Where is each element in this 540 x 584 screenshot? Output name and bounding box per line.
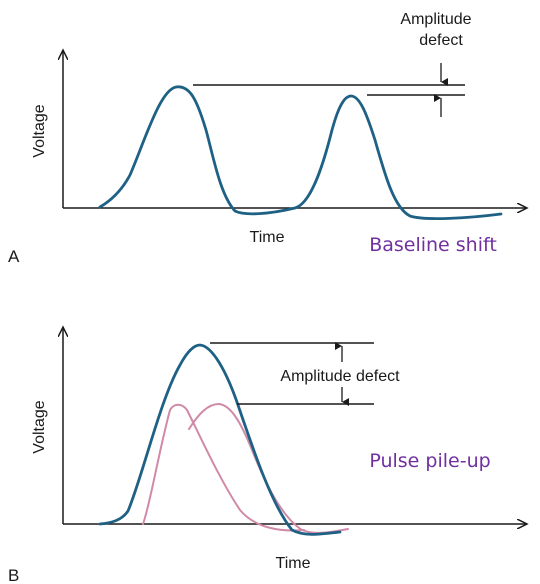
- panel-a-pulse-trace: [98, 85, 503, 221]
- panel-a-annotation-line2: defect: [419, 32, 463, 49]
- panel-a-x-axis-label: Time: [250, 229, 285, 246]
- panel-b-caption: Pulse pile-up: [369, 450, 490, 472]
- panel-b-component-pulse-2: [188, 402, 349, 534]
- panel-b-annotation: Amplitude defect: [280, 368, 400, 385]
- panel-b-x-axis-label: Time: [276, 555, 311, 572]
- panel-b-letter: B: [8, 566, 19, 584]
- panel-a-annotation-line1: Amplitude: [400, 11, 471, 28]
- panel-a-letter: A: [8, 247, 20, 266]
- panel-b-summed-pulse-trace: [98, 343, 342, 536]
- panel-a-y-axis-label: Voltage: [31, 104, 48, 157]
- panel-a: Amplitude defect Voltage Time A Baseline…: [8, 11, 527, 266]
- panel-a-caption: Baseline shift: [369, 234, 497, 256]
- panel-b-y-axis-label: Voltage: [31, 400, 48, 453]
- panel-b-component-pulse-1: [142, 403, 305, 532]
- panel-b: Amplitude defect Voltage Time B Pulse pi…: [8, 327, 527, 584]
